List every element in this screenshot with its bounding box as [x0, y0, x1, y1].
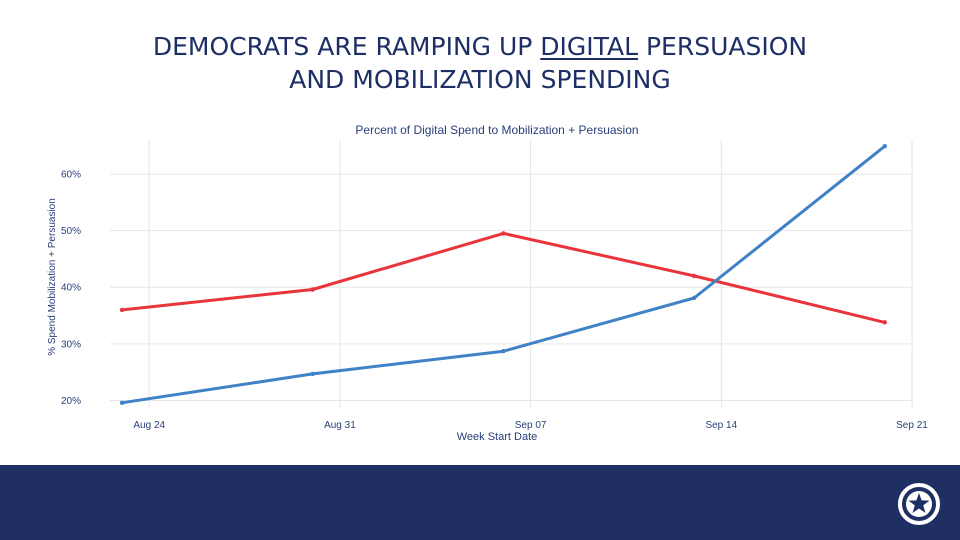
y-tick-label: 20% — [61, 396, 81, 407]
series-layer — [119, 144, 887, 405]
x-tick-label: Sep 14 — [705, 420, 737, 431]
y-tick-labels: 20% 30% 40% 50% 60% — [61, 169, 81, 407]
y-tick-label: 30% — [61, 339, 81, 350]
y-tick-label: 60% — [61, 169, 81, 180]
y-tick-label: 50% — [61, 226, 81, 237]
headline-text-c: PERSUASION — [638, 32, 808, 61]
series-2-point — [119, 400, 125, 405]
x-tick-label: Sep 07 — [515, 420, 547, 431]
x-tick-label: Aug 31 — [324, 420, 356, 431]
x-tick-label: Aug 24 — [133, 420, 165, 431]
x-tick-label: Sep 21 — [896, 420, 928, 431]
x-gridlines — [148, 140, 913, 409]
headline-text-a: DEMOCRATS ARE RAMPING UP — [152, 32, 541, 61]
slide-headline: DEMOCRATS ARE RAMPING UP DIGITAL PERSUAS… — [0, 30, 960, 96]
series-1-point — [691, 273, 697, 279]
series-2-point — [310, 371, 315, 377]
headline-underlined-word: DIGITAL — [540, 32, 639, 61]
x-tick-labels: Aug 24 Aug 31 Sep 07 Sep 14 Sep 21 — [133, 420, 928, 431]
series-2-point — [691, 295, 697, 301]
star-in-circle-icon — [898, 483, 940, 525]
series-1-point — [501, 231, 506, 236]
headline-line-1: DEMOCRATS ARE RAMPING UP DIGITAL PERSUAS… — [0, 30, 960, 63]
line-chart: 20% 30% 40% 50% 60% Aug 24 Aug 31 Sep 07 Sep 14… — [47, 123, 928, 443]
series-1-point — [882, 320, 887, 325]
y-axis-label: % Spend Mobilization + Persuasion — [47, 198, 58, 356]
x-axis-label: Week Start Date — [457, 431, 538, 443]
series-1-point — [310, 287, 315, 292]
y-gridlines — [110, 173, 912, 402]
series-line-2 — [120, 144, 887, 405]
chart-title: Percent of Digital Spend to Mobilization… — [355, 123, 638, 137]
series-2-point — [882, 144, 887, 149]
series-line-1 — [120, 231, 887, 324]
series-2-point — [501, 349, 506, 354]
y-tick-label: 40% — [61, 283, 81, 294]
footer-band — [0, 465, 960, 540]
headline-line-2: AND MOBILIZATION SPENDING — [289, 65, 671, 94]
series-1-point — [119, 307, 125, 313]
